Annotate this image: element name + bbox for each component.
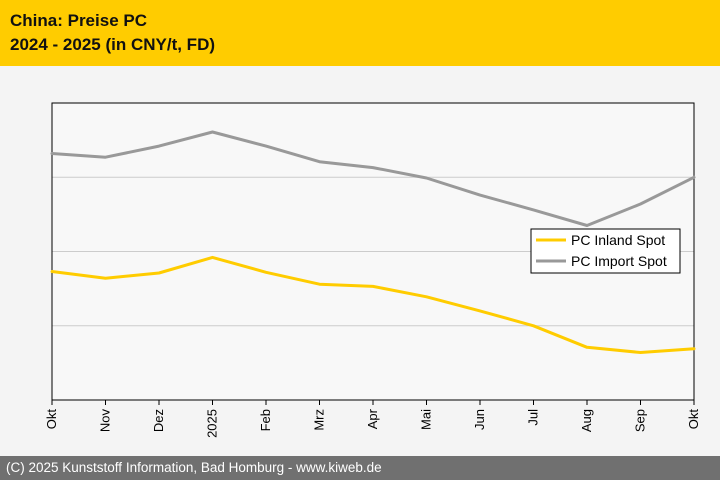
legend: PC Inland Spot PC Import Spot: [530, 228, 681, 274]
x-tick-label: Jun: [472, 409, 487, 430]
line-chart: Okt Nov Dez 2025 Feb Mrz Apr Mai Jun Jul Aug Sep Okt…: [44, 102, 701, 438]
x-tick-label: Nov: [98, 409, 113, 433]
x-tick-label: Mrz: [312, 409, 327, 431]
series-import-line: [50, 130, 696, 227]
chart-area: Okt Nov Dez 2025 Feb Mrz Apr Mai Jun Jul Aug Sep Okt…: [0, 66, 720, 456]
x-axis-ticks: [51, 400, 695, 405]
x-tick-label: Okt: [686, 409, 701, 430]
legend-label: PC Import Spot: [571, 253, 667, 269]
x-axis-labels: Okt Nov Dez 2025 Feb Mrz Apr Mai Jun Jul Aug Sep Okt: [44, 408, 701, 438]
x-tick-label: Okt: [44, 409, 59, 430]
x-tick-label: Mai: [419, 409, 434, 430]
series-inland-line: [50, 255, 696, 354]
chart-title: China: Preise PC: [10, 11, 147, 30]
x-tick-label: Dez: [151, 409, 166, 432]
x-tick-label: Feb: [258, 409, 273, 431]
series-lines: [50, 130, 696, 354]
chart-header: China: Preise PC 2024 - 2025 (in CNY/t, …: [0, 0, 720, 66]
x-tick-label: Sep: [633, 409, 648, 432]
copyright-text: (C) 2025 Kunststoff Information, Bad Hom…: [6, 460, 382, 475]
chart-subtitle: 2024 - 2025 (in CNY/t, FD): [10, 35, 216, 54]
x-tick-label: Jul: [526, 409, 541, 426]
x-tick-label: 2025: [205, 409, 220, 438]
legend-label: PC Inland Spot: [571, 232, 665, 248]
x-tick-label: Aug: [579, 409, 594, 432]
legend-box: [530, 228, 681, 274]
x-tick-label: Apr: [365, 408, 380, 429]
footer-bar: (C) 2025 Kunststoff Information, Bad Hom…: [0, 456, 720, 480]
